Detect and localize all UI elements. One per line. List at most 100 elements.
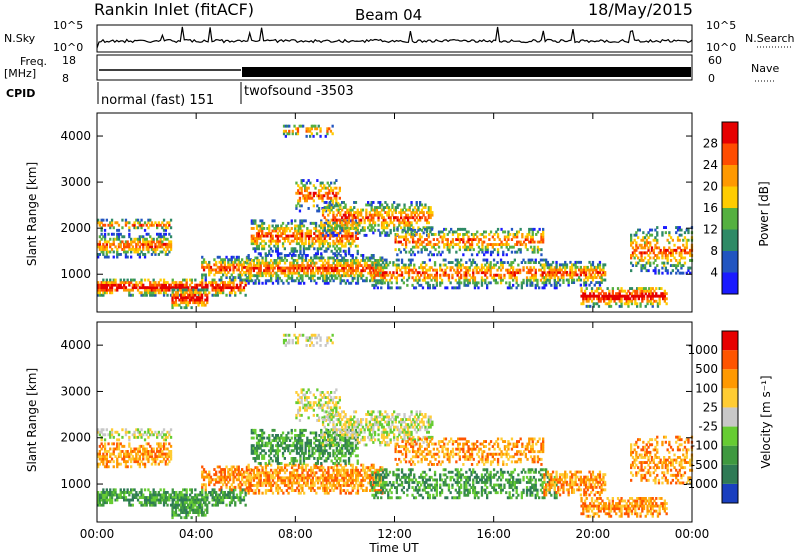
heatmap-cell: [332, 261, 335, 265]
heatmap-cell: [351, 216, 354, 220]
heatmap-cell: [235, 465, 239, 469]
heatmap-cell: [458, 286, 461, 290]
heatmap-cell: [98, 291, 101, 295]
heatmap-cell: [252, 259, 255, 262]
heatmap-cell: [548, 276, 551, 279]
heatmap-cell: [396, 233, 399, 236]
heatmap-cell: [427, 235, 430, 239]
heatmap-cell: [116, 498, 119, 502]
heatmap-cell: [289, 276, 292, 280]
heatmap-cell: [109, 493, 112, 497]
heatmap-cell: [254, 237, 257, 240]
heatmap-cell: [339, 206, 342, 209]
heatmap-cell: [363, 226, 366, 230]
heatmap-cell: [625, 297, 628, 301]
heatmap-cell: [394, 235, 397, 239]
heatmap-cell: [519, 227, 522, 231]
heatmap-cell: [175, 286, 178, 290]
heatmap-cell: [405, 221, 408, 225]
heatmap-cell: [539, 268, 543, 272]
heatmap-cell: [249, 269, 252, 273]
heatmap-cell: [472, 271, 475, 275]
heatmap-cell: [348, 266, 351, 270]
heatmap-cell: [390, 276, 393, 280]
heatmap-cell: [486, 243, 489, 246]
heatmap-cell: [421, 261, 425, 264]
heatmap-cell: [629, 299, 632, 303]
heatmap-cell: [200, 513, 204, 517]
heatmap-cell: [512, 266, 515, 270]
heatmap-cell: [356, 237, 359, 240]
heatmap-cell: [362, 274, 365, 278]
heatmap-cell: [358, 223, 361, 227]
heatmap-cell: [413, 271, 416, 275]
cpid-label: CPID: [6, 87, 35, 100]
heatmap-cell: [178, 293, 181, 297]
heatmap-cell: [413, 206, 417, 209]
heatmap-cell: [315, 261, 318, 265]
heatmap-cell: [337, 264, 340, 267]
heatmap-cell: [124, 221, 128, 225]
heatmap-cell: [437, 233, 441, 236]
heatmap-cell: [528, 240, 531, 244]
heatmap-cell: [668, 246, 671, 250]
heatmap-cell: [266, 261, 269, 265]
heatmap-cell: [651, 292, 654, 296]
heatmap-cell: [318, 237, 321, 240]
heatmap-cell: [379, 256, 382, 260]
heatmap-cell: [473, 276, 477, 280]
colorbar-frame: [721, 121, 739, 295]
heatmap-cell: [154, 493, 157, 497]
heatmap-cell: [142, 235, 145, 239]
heatmap-cell: [432, 243, 435, 246]
heatmap-cell: [557, 281, 560, 284]
heatmap-cell: [365, 256, 368, 260]
heatmap-cell: [354, 219, 358, 223]
heatmap-cell: [453, 243, 456, 246]
heatmap-cell: [271, 239, 274, 243]
heatmap-cell: [385, 271, 388, 275]
heatmap-cell: [239, 493, 242, 497]
heatmap-cell: [470, 263, 473, 267]
heatmap-cell: [185, 288, 188, 292]
heatmap-cell: [505, 253, 508, 257]
heatmap-cell: [540, 248, 543, 252]
heatmap-cell: [593, 268, 596, 272]
heatmap-cell: [185, 281, 188, 284]
heatmap-cell: [119, 452, 122, 456]
heatmap-cell: [407, 258, 411, 262]
heatmap-cell: [398, 223, 401, 227]
heatmap-cell: [360, 254, 363, 257]
heatmap-cell: [439, 235, 442, 239]
heatmap-cell: [142, 455, 145, 458]
heatmap-cell: [193, 293, 197, 297]
heatmap-cell: [415, 201, 418, 204]
heatmap-cell: [147, 457, 150, 461]
heatmap-cell: [595, 271, 598, 274]
heatmap-cell: [128, 430, 131, 434]
heatmap-cell: [477, 281, 480, 285]
heatmap-cell: [400, 211, 403, 214]
heatmap-cell: [133, 248, 136, 251]
heatmap-cell: [222, 470, 225, 474]
heatmap-cell: [427, 243, 430, 246]
heatmap-cell: [190, 298, 193, 302]
heatmap-cell: [534, 278, 537, 282]
heatmap-cell: [264, 256, 268, 260]
heatmap-cell: [192, 506, 195, 509]
heatmap-cell: [228, 268, 232, 272]
heatmap-cell: [372, 274, 375, 278]
heatmap-cell: [140, 491, 143, 494]
heatmap-cell: [351, 213, 354, 217]
heatmap-cell: [333, 196, 336, 200]
heatmap-cell: [110, 501, 114, 505]
heatmap-cell: [380, 258, 383, 262]
heatmap-cell: [174, 291, 178, 294]
heatmap-cell: [166, 462, 169, 466]
heatmap-cell: [379, 206, 382, 209]
heatmap-cell: [97, 221, 100, 225]
heatmap-cell: [546, 278, 549, 282]
heatmap-cell: [152, 488, 155, 492]
heatmap-cell: [379, 201, 382, 204]
heatmap-cell: [140, 278, 143, 282]
